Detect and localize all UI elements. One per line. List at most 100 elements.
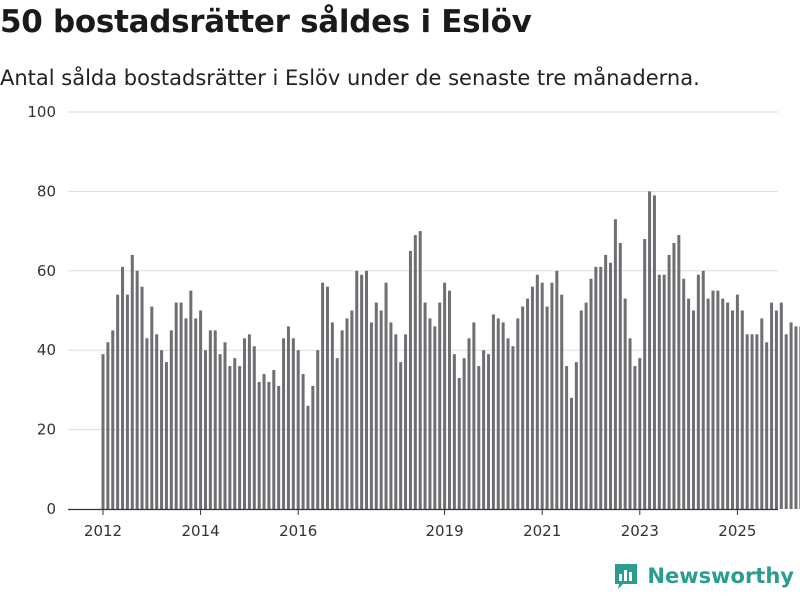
bar <box>545 306 549 509</box>
bar <box>467 338 471 509</box>
bar <box>365 270 369 509</box>
bar <box>325 286 329 509</box>
bar-series <box>101 191 800 510</box>
bar <box>672 243 676 509</box>
bar <box>428 318 432 509</box>
bar <box>125 294 129 509</box>
bar <box>740 310 744 509</box>
bar <box>784 334 788 509</box>
bar <box>682 278 686 509</box>
bar <box>404 334 408 509</box>
bar <box>687 298 691 509</box>
bar <box>413 235 417 509</box>
bar <box>716 290 720 509</box>
bar <box>350 310 354 509</box>
bar <box>735 294 739 509</box>
bar <box>155 334 159 509</box>
bar <box>262 374 266 509</box>
bar <box>457 377 461 509</box>
x-tick-label: 2019 <box>426 522 464 540</box>
bar <box>501 322 505 509</box>
x-tick-label: 2014 <box>182 522 220 540</box>
bar <box>243 338 247 509</box>
bar <box>540 282 544 509</box>
bar <box>111 330 115 509</box>
bar <box>584 302 588 509</box>
bar <box>438 302 442 509</box>
y-tick-label: 40 <box>37 341 56 359</box>
bar <box>316 350 320 509</box>
bar <box>443 282 447 509</box>
bar <box>203 350 207 509</box>
bar <box>770 302 774 509</box>
bar <box>750 334 754 509</box>
bar <box>579 310 583 509</box>
bar <box>691 310 695 509</box>
bar <box>638 358 642 509</box>
bar <box>789 322 793 509</box>
bar <box>696 274 700 509</box>
bar <box>555 270 559 509</box>
bar <box>560 294 564 509</box>
bar <box>706 298 710 509</box>
x-tick-label: 2021 <box>523 522 561 540</box>
y-tick-label: 60 <box>37 262 56 280</box>
bar <box>765 342 769 509</box>
bar <box>506 338 510 509</box>
bar <box>340 330 344 509</box>
bar <box>433 326 437 509</box>
bar <box>179 302 183 509</box>
y-tick-label: 100 <box>27 103 56 121</box>
bar <box>330 322 334 509</box>
bar <box>160 350 164 509</box>
bar <box>306 405 310 509</box>
x-tick-label: 2016 <box>279 522 317 540</box>
bar <box>311 385 315 509</box>
bar <box>252 346 256 509</box>
bar <box>745 334 749 509</box>
bar <box>487 354 491 509</box>
bar <box>569 397 573 509</box>
bar <box>169 330 173 509</box>
bar <box>238 366 242 509</box>
bar <box>374 302 378 509</box>
y-tick-label: 20 <box>37 421 56 439</box>
chart-subtitle: Antal sålda bostadsrätter i Eslöv under … <box>0 66 700 90</box>
bar <box>760 318 764 509</box>
bar <box>594 266 598 509</box>
y-tick-label: 80 <box>37 182 56 200</box>
bar <box>496 318 500 509</box>
bar <box>477 366 481 509</box>
newsworthy-logo: Newsworthy <box>613 562 794 590</box>
bar <box>150 306 154 509</box>
bar <box>613 219 617 509</box>
grid-lines <box>68 111 778 431</box>
bar <box>296 350 300 509</box>
bar <box>482 350 486 509</box>
bar <box>511 346 515 509</box>
bar <box>130 254 134 509</box>
bar <box>267 381 271 509</box>
bar <box>106 342 110 509</box>
bar <box>677 235 681 509</box>
bar <box>335 358 339 509</box>
bar <box>301 374 305 509</box>
bar <box>633 366 637 509</box>
bar <box>199 310 203 509</box>
bar <box>447 290 451 509</box>
bar <box>550 282 554 509</box>
bar <box>272 370 276 509</box>
bar <box>174 302 178 509</box>
y-tick-label: 0 <box>46 500 56 518</box>
bar <box>526 298 530 509</box>
bar <box>701 270 705 509</box>
bar <box>389 322 393 509</box>
y-axis-ticks: 0 20 40 60 80 100 <box>27 103 56 518</box>
bar <box>794 326 798 509</box>
bar <box>662 274 666 509</box>
bar <box>774 310 778 509</box>
bar <box>223 342 227 509</box>
bar <box>408 250 412 509</box>
bar <box>394 334 398 509</box>
bar <box>623 298 627 509</box>
